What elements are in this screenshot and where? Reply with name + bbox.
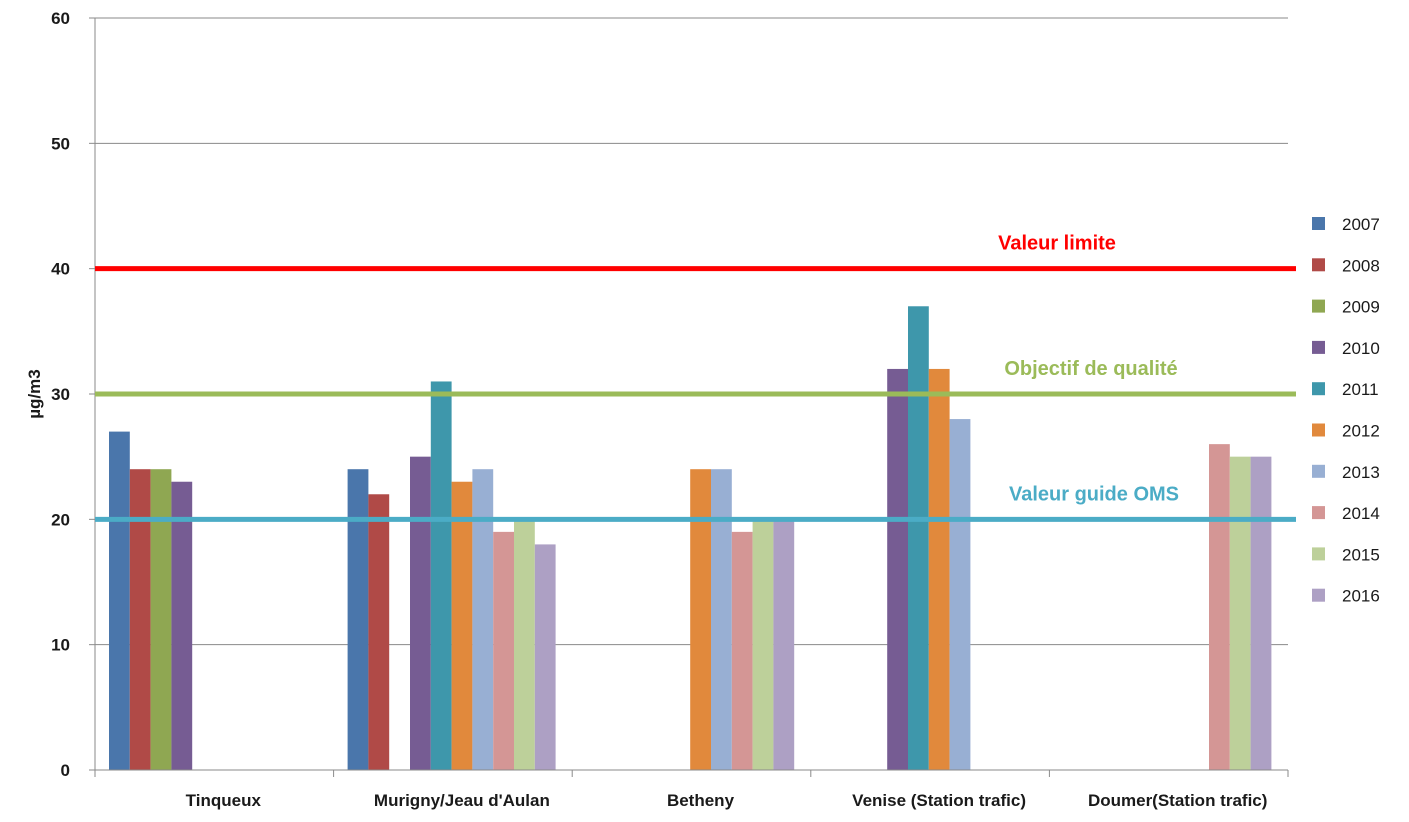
bar bbox=[451, 481, 473, 770]
legend-entry: 2007 bbox=[1342, 215, 1380, 234]
legend-swatch bbox=[1312, 299, 1325, 313]
legend-swatch bbox=[1312, 547, 1325, 561]
bar bbox=[731, 531, 753, 770]
x-category-labels: Tinqueux Murigny/Jeau d'Aulan Betheny Venis… bbox=[186, 791, 1268, 810]
bar bbox=[410, 456, 431, 770]
bar bbox=[514, 519, 535, 770]
legend-swatch bbox=[1312, 217, 1325, 230]
bar bbox=[472, 469, 494, 770]
legend-swatch bbox=[1312, 340, 1325, 354]
y-tick-label: 10 bbox=[51, 636, 70, 655]
reference-line-label: Objectif de qualité bbox=[1004, 358, 1177, 380]
legend-entry: 2010 bbox=[1342, 339, 1380, 358]
x-category-label: Tinqueux bbox=[186, 791, 262, 810]
y-tick-label: 50 bbox=[51, 134, 70, 153]
bar bbox=[493, 531, 514, 770]
legend-entry: 2014 bbox=[1342, 504, 1380, 523]
x-category-label: Venise (Station trafic) bbox=[852, 791, 1026, 810]
legend-swatch bbox=[1312, 588, 1325, 602]
bar bbox=[949, 419, 971, 770]
bar bbox=[534, 544, 556, 770]
x-category-label: Doumer(Station trafic) bbox=[1088, 791, 1267, 810]
reference-lines: Valeur limite Objectif de qualité Valeur g… bbox=[95, 233, 1296, 522]
y-tick-label: 0 bbox=[61, 761, 70, 780]
legend-entry: 2009 bbox=[1342, 298, 1380, 317]
y-tick-labels: 0 10 20 30 40 50 60 bbox=[51, 9, 70, 780]
legend-entry: 2013 bbox=[1342, 463, 1380, 482]
legend-entry: 2012 bbox=[1342, 422, 1380, 441]
bar bbox=[711, 469, 732, 770]
x-category-label: Betheny bbox=[667, 791, 735, 810]
bar bbox=[368, 494, 390, 770]
bar bbox=[928, 368, 950, 770]
bar bbox=[150, 469, 172, 770]
bar bbox=[1250, 456, 1272, 770]
x-category-label: Murigny/Jeau d'Aulan bbox=[374, 791, 550, 810]
legend: 2007 2008 2009 2010 2011 2012 2013 2014 2015 2016 bbox=[1312, 215, 1380, 606]
bar bbox=[752, 519, 774, 770]
legend-swatch bbox=[1312, 382, 1325, 396]
legend-entry: 2011 bbox=[1342, 380, 1379, 399]
bar bbox=[1229, 456, 1251, 770]
bar bbox=[109, 431, 130, 770]
legend-swatch bbox=[1312, 258, 1325, 272]
legend-entry: 2016 bbox=[1342, 587, 1380, 606]
bar bbox=[347, 469, 369, 770]
y-axis-label: µg/m3 bbox=[25, 369, 44, 418]
reference-line-label: Valeur guide OMS bbox=[1009, 483, 1179, 505]
y-tick-label: 20 bbox=[51, 510, 70, 529]
y-tick-label: 30 bbox=[51, 385, 70, 404]
legend-entry: 2015 bbox=[1342, 545, 1380, 564]
axes bbox=[89, 17, 1289, 777]
bar bbox=[773, 519, 795, 770]
bar bbox=[171, 481, 193, 770]
bar bbox=[129, 469, 151, 770]
y-tick-label: 60 bbox=[51, 9, 70, 28]
bar bbox=[908, 306, 929, 770]
bars bbox=[109, 306, 1272, 770]
legend-swatch bbox=[1312, 464, 1325, 478]
bar bbox=[690, 469, 711, 770]
legend-swatch bbox=[1312, 423, 1325, 437]
bar bbox=[887, 368, 908, 770]
legend-entry: 2008 bbox=[1342, 256, 1380, 275]
reference-line-label: Valeur limite bbox=[998, 233, 1116, 255]
legend-swatch bbox=[1312, 506, 1325, 520]
y-tick-label: 40 bbox=[51, 260, 70, 279]
bar bbox=[1209, 444, 1230, 770]
bar bbox=[430, 381, 452, 770]
